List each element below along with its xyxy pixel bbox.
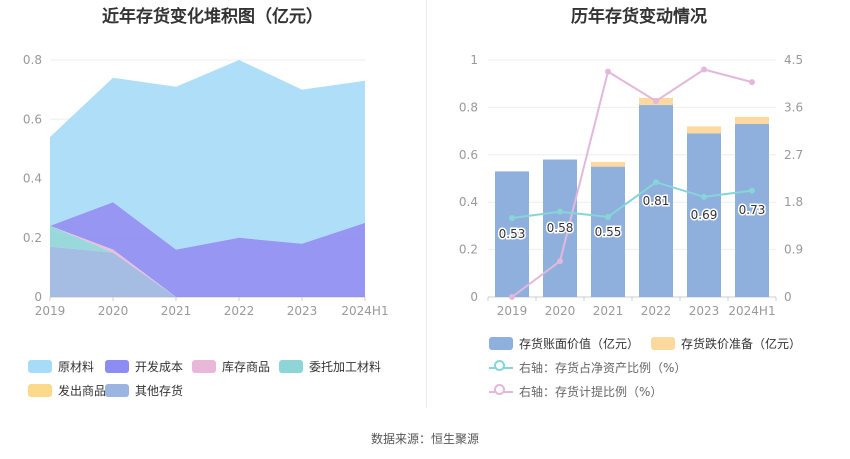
legend-label: 开发成本 — [135, 360, 184, 374]
bar-value-label: 0.69 — [691, 208, 718, 222]
legend-label: 委托加工材料 — [309, 360, 382, 374]
net-asset-ratio-point — [749, 187, 755, 194]
inventory-value-bar — [543, 159, 577, 297]
left-chart-title: 近年存货变化堆积图（亿元） — [102, 7, 323, 27]
legend-swatch — [28, 360, 52, 373]
bar-value-label: 0.58 — [547, 221, 574, 235]
provision-ratio-point — [557, 258, 563, 265]
net-asset-ratio-point — [653, 179, 659, 186]
left-y-tick-label: 0.2 — [23, 231, 42, 245]
right-y2-tick-label: 4.5 — [784, 53, 803, 67]
right-x-tick-label: 2022 — [641, 304, 672, 318]
provision-ratio-point — [605, 68, 611, 75]
left-y-tick-label: 0.6 — [23, 112, 42, 126]
right-y-tick-label: 0 — [470, 290, 478, 304]
left-x-tick-label: 2021 — [161, 304, 192, 318]
legend-label: 发出商品 — [58, 384, 107, 398]
inventory-value-bar — [495, 171, 529, 297]
right-y2-tick-label: 2.7 — [784, 148, 803, 162]
impairment-provision-bar — [687, 126, 721, 134]
area-series-开发成本 — [50, 202, 365, 297]
right-x-tick-label: 2021 — [593, 304, 624, 318]
area-series-其他存货 — [50, 246, 365, 297]
left-x-tick-label: 2019 — [35, 304, 66, 318]
legend-label: 右轴：存货计提比例（%） — [519, 385, 663, 399]
stacked-area-chart: 0 0.2 0.4 0.6 0.8 2019 2020 2021 2022 2023 2024H1 — [23, 53, 389, 318]
panel-divider — [426, 0, 427, 408]
right-y-tick-label: 0.8 — [459, 100, 478, 114]
left-x-tick-label: 2020 — [98, 304, 129, 318]
inventory-value-bar — [687, 133, 721, 297]
net-asset-ratio-point — [701, 193, 707, 200]
area-series-原材料 — [50, 60, 365, 250]
source-label: 数据来源：恒生聚源 — [370, 432, 479, 446]
inventory-net-asset-ratio-line — [511, 181, 753, 219]
right-y2-tick-label: 1.8 — [784, 195, 803, 209]
right-x-tick-label: 2020 — [545, 304, 576, 318]
legend-swatch — [28, 384, 52, 397]
net-asset-ratio-point — [509, 215, 515, 221]
provision-ratio-point — [509, 294, 515, 300]
legend-label: 右轴：存货占净资产比例（%） — [519, 361, 687, 375]
net-asset-ratio-point — [557, 208, 563, 215]
right-y-tick-label: 1 — [470, 53, 478, 67]
legend-label: 存货账面价值（亿元） — [519, 337, 640, 351]
left-y-tick-label: 0.8 — [23, 53, 42, 67]
left-x-tick-label: 2024H1 — [341, 304, 388, 318]
inventory-value-bar — [735, 123, 769, 298]
right-y2-tick-label: 3.6 — [784, 100, 803, 114]
provision-ratio-point — [701, 66, 707, 73]
left-y-tick-label: 0 — [34, 290, 42, 304]
right-y-tick-label: 0.4 — [459, 195, 478, 209]
bar-value-label: 0.53 — [499, 227, 526, 241]
legend-swatch — [651, 337, 675, 350]
right-y-tick-label: 0.2 — [459, 243, 478, 257]
inventory-change-panel: 历年存货变动情况 0 0.2 0.4 0.6 0.8 1 0 0.9 1.8 2.7 3.6 4.5 2… — [428, 0, 850, 410]
inventory-value-bar — [639, 105, 673, 297]
right-x-tick-label: 2019 — [497, 304, 528, 318]
impairment-provision-bar — [735, 116, 769, 124]
left-x-tick-label: 2023 — [287, 304, 318, 318]
provision-ratio-line — [511, 68, 753, 298]
right-x-tick-label: 2024H1 — [728, 304, 775, 318]
impairment-provision-bar — [591, 161, 625, 167]
left-x-tick-label: 2022 — [224, 304, 255, 318]
legend-swatch — [105, 360, 129, 373]
legend-marker-icon — [494, 384, 505, 395]
legend-marker-icon — [494, 360, 505, 371]
stacked-area-panel: 近年存货变化堆积图（亿元） 0 0.2 0.4 0.6 0.8 2019 2020 2021 2… — [0, 0, 425, 410]
provision-ratio-point — [653, 98, 659, 105]
legend-label: 其他存货 — [135, 384, 184, 398]
right-y-tick-label: 0.6 — [459, 148, 478, 162]
legend-swatch — [489, 337, 513, 350]
legend-label: 原材料 — [58, 360, 95, 374]
net-asset-ratio-point — [605, 213, 611, 220]
right-chart-title: 历年存货变动情况 — [571, 7, 707, 27]
right-x-tick-label: 2023 — [689, 304, 720, 318]
bar-value-label: 0.73 — [739, 203, 766, 217]
legend-swatch — [192, 360, 216, 373]
right-y2-tick-label: 0 — [784, 290, 792, 304]
right-y2-tick-label: 0.9 — [784, 243, 803, 257]
legend-label: 库存商品 — [222, 360, 271, 374]
inventory-value-bar — [591, 166, 625, 297]
legend-swatch — [105, 384, 129, 397]
provision-ratio-point — [749, 79, 755, 86]
legend-swatch — [279, 360, 303, 373]
bar-value-label: 0.55 — [595, 225, 622, 239]
bar-value-label: 0.81 — [643, 194, 670, 208]
legend-label: 存货跌价准备（亿元） — [681, 337, 802, 351]
left-y-tick-label: 0.4 — [23, 172, 42, 186]
